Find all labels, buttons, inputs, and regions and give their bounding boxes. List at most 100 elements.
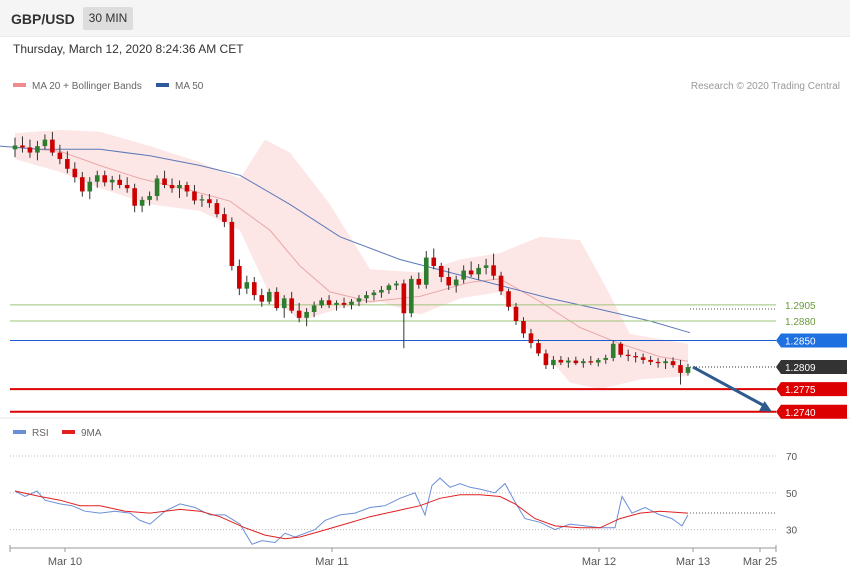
candle-body [468, 270, 474, 275]
top-bar: GBP/USD 30 MIN [0, 0, 850, 37]
candle-body [139, 199, 145, 206]
candle-body [461, 270, 466, 280]
candle-body [102, 175, 108, 183]
legend-rsi: RSI [13, 428, 49, 439]
candle-body [229, 221, 235, 266]
candle-body [431, 257, 437, 266]
level-label-1.2740: 1.2740 [785, 408, 816, 419]
candle-body [685, 367, 691, 373]
candle-body [334, 302, 339, 305]
candle-body [27, 147, 33, 153]
candle-body [65, 159, 70, 169]
candle-body [207, 199, 212, 204]
candle-body [132, 188, 137, 206]
candle-body [94, 175, 100, 182]
candle-body [476, 267, 481, 275]
candle-body [655, 361, 661, 364]
copyright-text: Research © 2020 Trading Central [690, 81, 840, 92]
candle-body [625, 354, 631, 357]
legend-ma50: MA 50 [156, 81, 203, 92]
ma50-line [0, 145, 691, 334]
candle-body [251, 282, 257, 296]
candle-body [483, 265, 489, 268]
candle-body [326, 300, 332, 305]
candle-body [491, 265, 496, 276]
candle-body [147, 195, 152, 200]
rsi-tick-50: 50 [786, 489, 798, 500]
candle-body [528, 333, 534, 344]
candle-body [446, 276, 452, 286]
candle-body [281, 298, 287, 309]
candle-body [222, 214, 227, 222]
candle-body [453, 279, 459, 286]
candle-body [50, 139, 55, 153]
level-label-1.2775: 1.2775 [785, 385, 816, 396]
candle-body [259, 295, 265, 302]
candle-body [87, 181, 93, 192]
candle-body [341, 302, 347, 305]
candle-body [551, 359, 556, 366]
candle-body [117, 179, 122, 185]
candle-body [379, 289, 384, 293]
candle-body [618, 343, 623, 355]
candle-body [513, 306, 519, 322]
forecast-arrow-head [759, 401, 772, 412]
rsi-line [14, 477, 689, 545]
symbol-label: GBP/USD [11, 11, 75, 27]
candle-body [588, 361, 594, 363]
rsi-legend-label: RSI [32, 428, 49, 439]
x-tick-label: Mar 10 [48, 556, 82, 568]
candle-body [394, 283, 399, 286]
candle-body [35, 146, 40, 153]
candle-body [506, 291, 511, 307]
candle-body [162, 178, 167, 185]
forecast-arrow [692, 365, 767, 409]
level-tag-1.2740 [776, 404, 847, 419]
candle-body [364, 295, 369, 299]
candle-body [244, 282, 250, 289]
level-label-1.2905: 1.2905 [785, 301, 816, 312]
x-tick-label: Mar 25 [743, 556, 777, 568]
candle-body [154, 178, 160, 196]
rsi-swatch [13, 430, 26, 435]
candle-body [289, 298, 294, 311]
candle-body [409, 278, 414, 314]
candle-body [633, 356, 638, 358]
x-tick-label: Mar 13 [676, 556, 710, 568]
candle-body [304, 311, 309, 318]
candle-body [438, 265, 444, 277]
candle-body [356, 298, 362, 302]
ma20-line [14, 146, 689, 362]
candle-body [566, 360, 571, 363]
candle-body [610, 343, 616, 358]
level-label-1.2809: 1.2809 [785, 363, 816, 374]
candle-body [192, 191, 197, 201]
candle-body [581, 361, 586, 364]
candle-body [199, 199, 205, 201]
candle-body [521, 321, 526, 334]
candle-body [648, 359, 653, 362]
ma9-legend-label: 9MA [81, 428, 102, 439]
candle-body [416, 278, 422, 285]
candle-body [319, 300, 324, 306]
ma50-legend-label: MA 50 [175, 81, 204, 92]
candle-body [558, 359, 564, 363]
candle-body [80, 177, 85, 192]
level-label-1.2880: 1.2880 [785, 317, 816, 328]
candle-body [109, 179, 115, 183]
candle-body [386, 285, 392, 290]
x-tick-label: Mar 11 [315, 556, 348, 568]
candle-body [670, 361, 676, 366]
candle-body [214, 203, 220, 215]
candle-body [371, 292, 377, 296]
chart-datetime: Thursday, March 12, 2020 8:24:36 AM CET [13, 42, 244, 56]
candle-body [423, 257, 429, 285]
candle-body [663, 361, 668, 364]
candle-body [349, 301, 354, 305]
candle-body [72, 168, 78, 178]
candle-body [678, 365, 683, 373]
timeframe-button[interactable]: 30 MIN [83, 7, 133, 30]
candle-body [640, 357, 646, 360]
candle-body [311, 305, 317, 312]
